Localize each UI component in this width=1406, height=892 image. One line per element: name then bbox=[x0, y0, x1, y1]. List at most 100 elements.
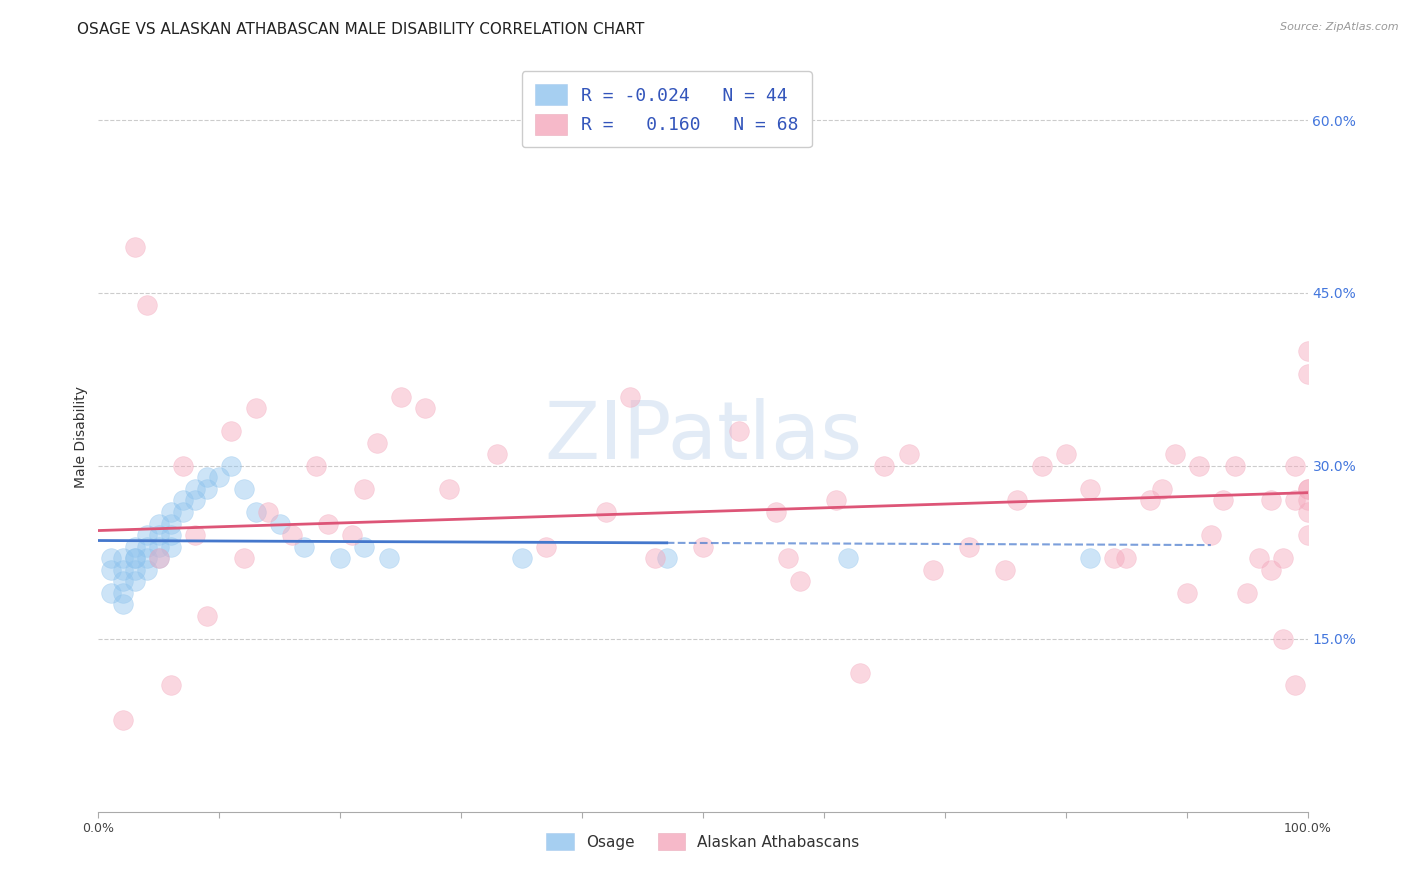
Point bbox=[1284, 678, 1306, 692]
Point bbox=[353, 540, 375, 554]
Point bbox=[1152, 482, 1174, 496]
Point bbox=[100, 551, 122, 566]
Point bbox=[245, 401, 267, 416]
Point bbox=[160, 516, 183, 531]
Point bbox=[111, 713, 134, 727]
Point bbox=[1296, 528, 1319, 542]
Point bbox=[1296, 493, 1319, 508]
Point bbox=[692, 540, 714, 554]
Point bbox=[366, 435, 388, 450]
Point bbox=[135, 551, 157, 566]
Point bbox=[160, 528, 183, 542]
Point bbox=[160, 505, 183, 519]
Point bbox=[1031, 458, 1053, 473]
Point bbox=[1296, 343, 1319, 358]
Point bbox=[1236, 585, 1258, 599]
Point bbox=[534, 540, 557, 554]
Point bbox=[1102, 551, 1125, 566]
Point bbox=[1260, 563, 1282, 577]
Point bbox=[135, 563, 157, 577]
Point bbox=[776, 551, 799, 566]
Point bbox=[1212, 493, 1234, 508]
Legend: Osage, Alaskan Athabascans: Osage, Alaskan Athabascans bbox=[540, 827, 866, 856]
Point bbox=[184, 493, 207, 508]
Point bbox=[789, 574, 811, 589]
Point bbox=[135, 540, 157, 554]
Point bbox=[160, 540, 183, 554]
Point bbox=[957, 540, 980, 554]
Point bbox=[825, 493, 848, 508]
Point bbox=[329, 551, 352, 566]
Point bbox=[1078, 551, 1101, 566]
Point bbox=[111, 585, 134, 599]
Point bbox=[437, 482, 460, 496]
Point bbox=[342, 528, 364, 542]
Point bbox=[1296, 482, 1319, 496]
Point bbox=[281, 528, 304, 542]
Point bbox=[172, 458, 194, 473]
Point bbox=[148, 551, 170, 566]
Point bbox=[316, 516, 339, 531]
Point bbox=[728, 425, 751, 439]
Point bbox=[124, 551, 146, 566]
Point bbox=[1296, 505, 1319, 519]
Point bbox=[208, 470, 231, 484]
Point bbox=[135, 528, 157, 542]
Point bbox=[184, 482, 207, 496]
Point bbox=[849, 666, 872, 681]
Point bbox=[510, 551, 533, 566]
Point bbox=[232, 551, 254, 566]
Point bbox=[148, 516, 170, 531]
Point bbox=[1284, 458, 1306, 473]
Point bbox=[765, 505, 787, 519]
Point bbox=[221, 458, 243, 473]
Point bbox=[994, 563, 1017, 577]
Point bbox=[148, 540, 170, 554]
Point bbox=[1007, 493, 1029, 508]
Point bbox=[124, 574, 146, 589]
Point bbox=[1272, 551, 1295, 566]
Point bbox=[1054, 447, 1077, 461]
Point bbox=[124, 540, 146, 554]
Text: Source: ZipAtlas.com: Source: ZipAtlas.com bbox=[1281, 22, 1399, 32]
Point bbox=[195, 470, 218, 484]
Point bbox=[1223, 458, 1246, 473]
Point bbox=[1163, 447, 1185, 461]
Point bbox=[111, 551, 134, 566]
Point bbox=[1272, 632, 1295, 646]
Point bbox=[111, 563, 134, 577]
Point bbox=[221, 425, 243, 439]
Point bbox=[256, 505, 278, 519]
Point bbox=[353, 482, 375, 496]
Point bbox=[1078, 482, 1101, 496]
Point bbox=[1249, 551, 1271, 566]
Point bbox=[124, 551, 146, 566]
Point bbox=[595, 505, 617, 519]
Point bbox=[1284, 493, 1306, 508]
Point bbox=[172, 505, 194, 519]
Point bbox=[486, 447, 509, 461]
Point bbox=[111, 574, 134, 589]
Point bbox=[1260, 493, 1282, 508]
Point bbox=[292, 540, 315, 554]
Point bbox=[619, 390, 641, 404]
Point bbox=[873, 458, 896, 473]
Text: ZIPatlas: ZIPatlas bbox=[544, 398, 862, 476]
Point bbox=[124, 563, 146, 577]
Point bbox=[232, 482, 254, 496]
Point bbox=[1115, 551, 1137, 566]
Point bbox=[148, 551, 170, 566]
Point bbox=[897, 447, 920, 461]
Point bbox=[111, 597, 134, 611]
Point bbox=[100, 585, 122, 599]
Point bbox=[644, 551, 666, 566]
Point bbox=[1139, 493, 1161, 508]
Point bbox=[1296, 367, 1319, 381]
Point bbox=[377, 551, 399, 566]
Point bbox=[1175, 585, 1198, 599]
Point bbox=[1199, 528, 1222, 542]
Point bbox=[195, 608, 218, 623]
Point bbox=[921, 563, 943, 577]
Point bbox=[124, 240, 146, 254]
Point bbox=[100, 563, 122, 577]
